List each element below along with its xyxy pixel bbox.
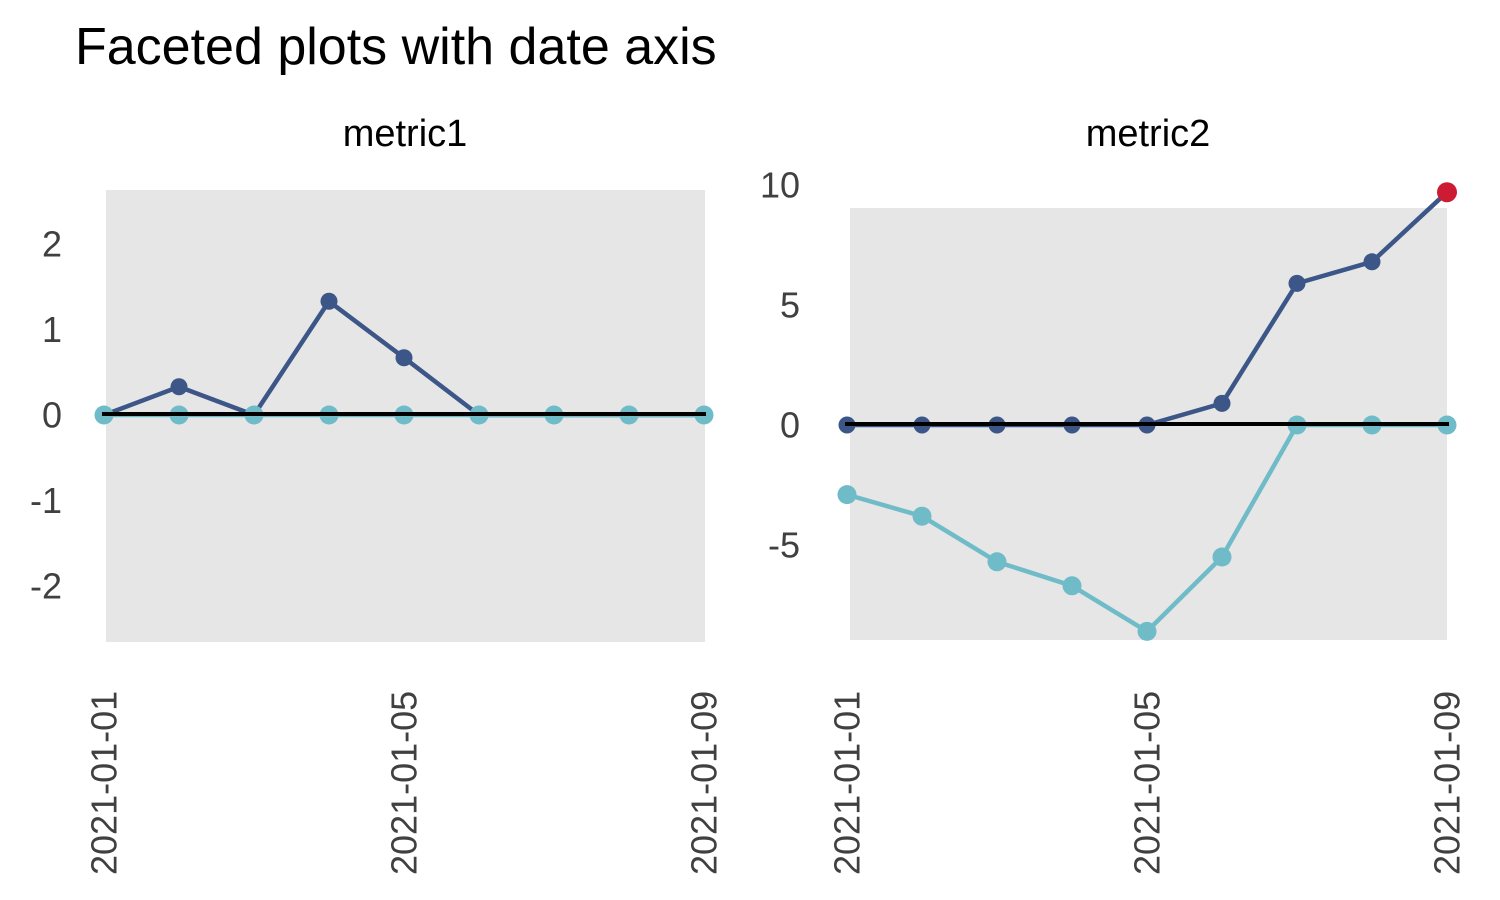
y-tick-label: 2 (42, 224, 62, 265)
data-point-navy (395, 349, 413, 367)
data-point-navy (320, 292, 338, 310)
data-point-navy (170, 378, 188, 396)
highlighted-data-point (1437, 182, 1457, 203)
x-tick-label: 2021-01-01 (827, 691, 868, 875)
y-tick-label: 5 (780, 285, 800, 326)
x-tick-label: 2021-01-09 (684, 691, 725, 875)
data-point-navy (1363, 253, 1381, 271)
facet-title-metric1: metric1 (343, 113, 468, 155)
y-tick-label: 0 (42, 395, 62, 436)
y-tick-label: -5 (768, 525, 800, 566)
facet-panel-metric1: 2 1 0 -1 -2 2021-01-01 2021-01-05 2021-01-09 (30, 190, 725, 875)
facet-title-metric2: metric2 (1086, 113, 1211, 155)
y-tick-label: -1 (30, 480, 62, 521)
y-tick-label: 0 (780, 405, 800, 446)
x-tick-label: 2021-01-05 (384, 691, 425, 875)
data-point-teal (987, 552, 1007, 572)
data-point-teal (1137, 621, 1157, 641)
y-tick-label: 10 (760, 165, 800, 206)
data-point-teal (837, 485, 857, 505)
data-point-navy (1288, 274, 1306, 292)
x-tick-label: 2021-01-09 (1427, 691, 1468, 875)
facet-panel-metric2: 10 5 0 -5 2021-01-01 2021-01-05 2021-01-09 (760, 165, 1468, 876)
x-tick-label: 2021-01-05 (1127, 691, 1168, 875)
data-point-teal (912, 506, 932, 526)
chart-title: Faceted plots with date axis (75, 18, 717, 76)
data-point-teal (1212, 547, 1232, 567)
y-tick-label: -2 (30, 566, 62, 607)
data-point-teal (1062, 576, 1082, 596)
y-tick-label: 1 (42, 309, 62, 350)
x-tick-label: 2021-01-01 (84, 691, 125, 875)
data-point-navy (1213, 394, 1231, 412)
